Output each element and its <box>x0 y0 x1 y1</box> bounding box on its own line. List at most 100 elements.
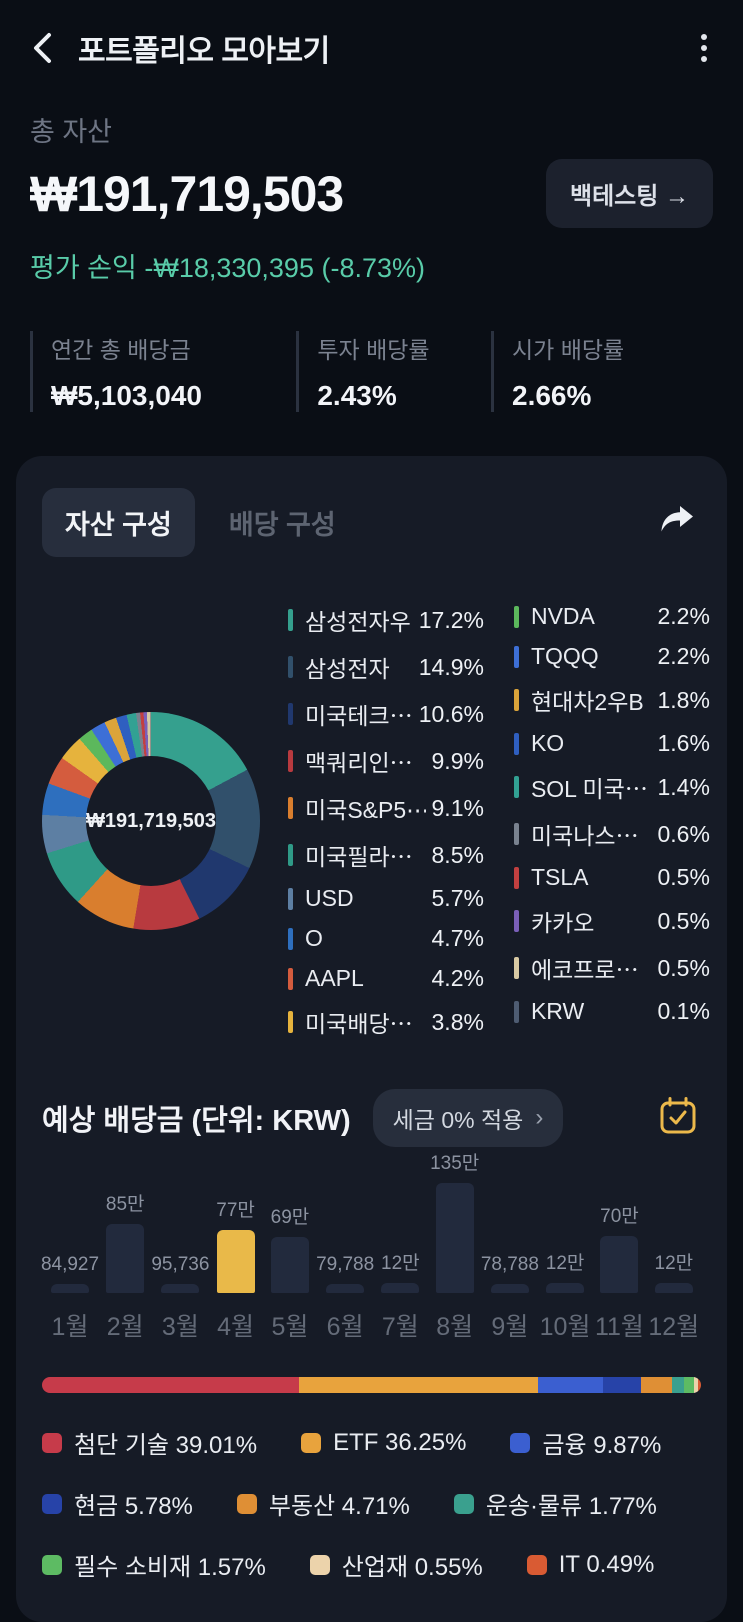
dividend-bar[interactable] <box>654 1283 693 1293</box>
legend-percent: 1.4% <box>657 773 710 800</box>
donut-legend-col-2: NVDA 2.2% TQQQ 2.2% 현대차2우B 1.8% KO 1.6% SOL 미국⋯ 1… <box>513 603 710 1039</box>
legend-percent: 5.7% <box>431 885 484 911</box>
stat-value: 2.43% <box>317 380 397 411</box>
dividend-calendar-button[interactable] <box>655 1093 701 1144</box>
dividend-bar[interactable] <box>106 1224 145 1293</box>
bar-column: 85만 2월 <box>98 1189 152 1343</box>
bar-month-label: 3월 <box>161 1313 199 1341</box>
legend-label: 카카오 <box>530 910 595 936</box>
share-button[interactable] <box>653 498 701 547</box>
legend-item: SOL 미국⋯ 1.4% <box>513 770 710 804</box>
sector-legend-item: 산업재 0.55% <box>309 1547 483 1582</box>
legend-label: TSLA <box>530 864 589 890</box>
legend-color-swatch <box>513 823 519 845</box>
dividend-bar[interactable] <box>546 1283 585 1293</box>
back-button[interactable] <box>24 30 60 66</box>
legend-color-swatch <box>513 866 519 889</box>
legend-percent: 9.1% <box>431 794 484 821</box>
sector-legend-item: 부동산 4.71% <box>236 1486 410 1521</box>
bar-month-label: 11월 <box>594 1313 644 1341</box>
sector-stacked-bar <box>42 1377 701 1393</box>
legend-color-swatch <box>288 750 293 772</box>
kebab-menu-button[interactable] <box>693 30 715 66</box>
legend-percent: 1.6% <box>657 730 710 756</box>
tab-dividend-composition[interactable]: 배당 구성 <box>228 510 336 540</box>
dividend-bar[interactable] <box>161 1284 200 1293</box>
legend-item: 에코프로⋯ 0.5% <box>513 951 710 985</box>
legend-label: 삼성전자 <box>305 656 390 682</box>
sector-color-swatch <box>236 1493 257 1514</box>
legend-label: O <box>305 925 323 951</box>
legend-item: AAPL 4.2% <box>288 965 484 992</box>
dividend-title: 예상 배당금 (단위: KRW) <box>42 1105 351 1137</box>
legend-item: O 4.7% <box>288 925 484 952</box>
donut-legend-col-1: 삼성전자우 17.2% 삼성전자 14.9% 미국테크⋯ 10.6% 맥쿼리인⋯ 9.9% 미국… <box>288 603 484 1039</box>
dividend-bar[interactable] <box>270 1237 309 1293</box>
bar-value-label: 84,927 <box>40 1254 100 1275</box>
sector-bar-segment <box>683 1377 695 1393</box>
stat-investment-yield: 투자 배당률 2.43% <box>296 331 491 412</box>
legend-color-swatch <box>513 732 519 755</box>
bar-column: 12만 12월 <box>647 1248 701 1343</box>
bar-value-label: 12만 <box>545 1253 585 1274</box>
sector-bar-segment <box>42 1377 300 1393</box>
bar-column: 95,736 3월 <box>151 1254 209 1343</box>
bar-value-label: 77만 <box>216 1200 255 1221</box>
legend-item: 미국나스⋯ 0.6% <box>513 817 710 851</box>
legend-item: 미국S&P5⋯ 9.1% <box>288 791 484 825</box>
bar-column: 77만 4월 <box>208 1195 262 1343</box>
dividend-bar[interactable] <box>51 1284 89 1293</box>
bar-value-label: 69만 <box>270 1207 310 1228</box>
sector-color-swatch <box>42 1493 62 1514</box>
bar-column: 78,788 9월 <box>481 1254 539 1343</box>
legend-percent: 4.2% <box>431 965 484 991</box>
stat-annual-dividend: 연간 총 배당금 ₩5,103,040 <box>30 331 296 412</box>
legend-percent: 9.9% <box>431 747 484 774</box>
sector-label: ETF 36.25% <box>333 1428 467 1456</box>
sector-legend-item: 필수 소비재 1.57% <box>42 1547 266 1582</box>
portfolio-card: 자산 구성 배당 구성 ₩191,719,503 삼성전자우 17.2% 삼성전자 1… <box>16 456 727 1622</box>
legend-percent: 8.5% <box>431 841 484 868</box>
dividend-bar[interactable] <box>381 1283 420 1293</box>
pnl-text: 평가 손익 -₩18,330,395 (-8.73%) <box>30 253 426 283</box>
legend-color-swatch <box>288 927 293 950</box>
sector-legend-item: 첨단 기술 39.01% <box>42 1425 257 1460</box>
dividend-bar[interactable] <box>216 1230 255 1293</box>
tax-setting-button[interactable]: 세금 0% 적용 › <box>372 1089 564 1147</box>
bar-month-label: 7월 <box>381 1313 419 1341</box>
dividend-bar[interactable] <box>490 1284 529 1293</box>
chevron-right-icon: › <box>535 1104 544 1131</box>
bar-value-label: 70만 <box>600 1206 639 1227</box>
sector-color-swatch <box>301 1432 322 1453</box>
legend-label: 맥쿼리인⋯ <box>305 750 413 776</box>
legend-label: KRW <box>530 998 585 1024</box>
legend-percent: 10.6% <box>418 700 484 727</box>
dividend-bar[interactable] <box>326 1284 365 1293</box>
legend-label: AAPL <box>305 965 364 991</box>
page-title: 포트폴리오 모아보기 <box>78 35 330 68</box>
sector-color-swatch <box>510 1432 531 1453</box>
bar-column: 69만 5월 <box>263 1202 317 1343</box>
sector-bar-segment <box>697 1377 701 1393</box>
legend-label: 미국배당⋯ <box>305 1011 413 1037</box>
bar-month-label: 12월 <box>648 1313 700 1341</box>
legend-percent: 3.8% <box>431 1008 484 1035</box>
bar-column: 79,788 6월 <box>316 1254 374 1343</box>
bar-value-label: 12만 <box>654 1253 694 1274</box>
kebab-dot <box>701 45 707 51</box>
legend-label: SOL 미국⋯ <box>530 776 648 802</box>
donut-center-label: ₩191,719,503 <box>85 809 217 832</box>
calendar-check-icon <box>660 1096 696 1133</box>
sector-bar-segment <box>672 1377 684 1393</box>
bar-column: 12만 10월 <box>538 1248 592 1343</box>
dividend-bar[interactable] <box>600 1236 639 1293</box>
legend-percent: 0.5% <box>657 907 710 934</box>
stat-label: 시가 배당률 <box>512 337 625 363</box>
legend-label: USD <box>305 885 354 911</box>
bar-column: 70만 11월 <box>592 1201 646 1343</box>
legend-color-swatch <box>288 967 293 990</box>
tab-asset-composition[interactable]: 자산 구성 <box>42 488 195 557</box>
dividend-bar[interactable] <box>435 1183 474 1293</box>
backtest-button[interactable]: 백테스팅 → <box>546 159 713 228</box>
sector-color-swatch <box>453 1493 474 1514</box>
